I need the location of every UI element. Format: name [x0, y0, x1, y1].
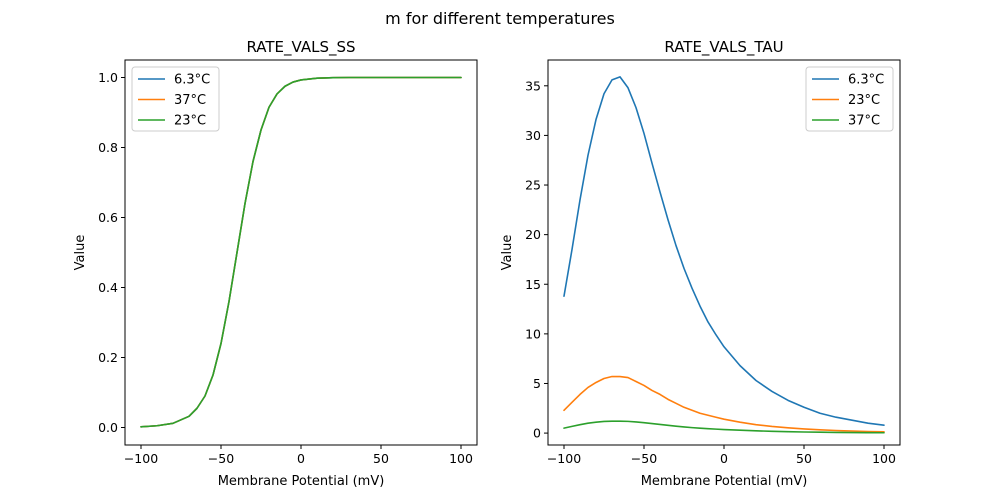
tau-chart: RATE_VALS_TAU Membrane Potential (mV) Va… — [500, 38, 901, 489]
tau-legend-label-2: 37°C — [848, 114, 880, 129]
tau-y-axis-label: Value — [500, 235, 515, 271]
tau-y-tick-label: 35 — [525, 78, 541, 93]
ss-y-tick-label: 0.0 — [98, 420, 118, 435]
tau-x-axis-label: Membrane Potential (mV) — [641, 474, 808, 489]
ss-x-tick-label: 0 — [297, 451, 305, 466]
tau-series-line-0 — [563, 76, 885, 426]
tau-legend-label-0: 6.3°C — [848, 73, 884, 88]
tau-series-line-2 — [563, 420, 885, 434]
ss-legend-label-1: 37°C — [174, 93, 206, 108]
ss-legend-box — [131, 66, 220, 132]
tau-y-tick-label: 10 — [525, 326, 541, 341]
figure-suptitle: m for different temperatures — [385, 9, 615, 28]
tau-x-tick-label: 100 — [872, 451, 896, 466]
ss-legend-label-2: 23°C — [174, 114, 206, 129]
ss-y-tick-label: 1.0 — [98, 70, 118, 85]
ss-x-tick-label: −50 — [208, 451, 234, 466]
tau-legend: 6.3°C 23°C 37°C — [805, 66, 894, 132]
ss-y-tick-label: 0.4 — [98, 280, 118, 295]
ss-y-tick-label: 0.8 — [98, 140, 118, 155]
tau-y-tick-label: 5 — [533, 376, 541, 391]
ss-x-tick-label: 100 — [449, 451, 473, 466]
ss-x-tick-label: 50 — [373, 451, 389, 466]
ss-legend: 6.3°C 37°C 23°C — [131, 66, 220, 132]
tau-x-tick-label: −100 — [547, 451, 581, 466]
ss-legend-label-0: 6.3°C — [174, 73, 210, 88]
ss-y-axis-label: Value — [73, 235, 88, 271]
ss-chart: RATE_VALS_SS Membrane Potential (mV) Val… — [73, 38, 478, 489]
tau-x-tick-label: 50 — [796, 451, 812, 466]
tau-y-tick-label: 15 — [525, 277, 541, 292]
tau-legend-label-1: 23°C — [848, 93, 880, 108]
tau-y-tick-label: 25 — [525, 178, 541, 193]
tau-legend-box — [805, 66, 894, 132]
tau-x-tick-label: 0 — [720, 451, 728, 466]
tau-y-tick-label: 30 — [525, 128, 541, 143]
ss-x-axis-label: Membrane Potential (mV) — [218, 474, 385, 489]
tau-x-tick-label: −50 — [631, 451, 657, 466]
ss-chart-title: RATE_VALS_SS — [246, 38, 355, 57]
ss-y-tick-label: 0.6 — [98, 210, 118, 225]
tau-chart-title: RATE_VALS_TAU — [664, 38, 783, 57]
tau-y-tick-label: 20 — [525, 227, 541, 242]
tau-series-line-1 — [563, 375, 885, 433]
ss-y-tick-label: 0.2 — [98, 350, 118, 365]
tau-y-tick-label: 0 — [533, 426, 541, 441]
ss-series-line-2 — [140, 76, 462, 428]
ss-x-tick-label: −100 — [124, 451, 158, 466]
